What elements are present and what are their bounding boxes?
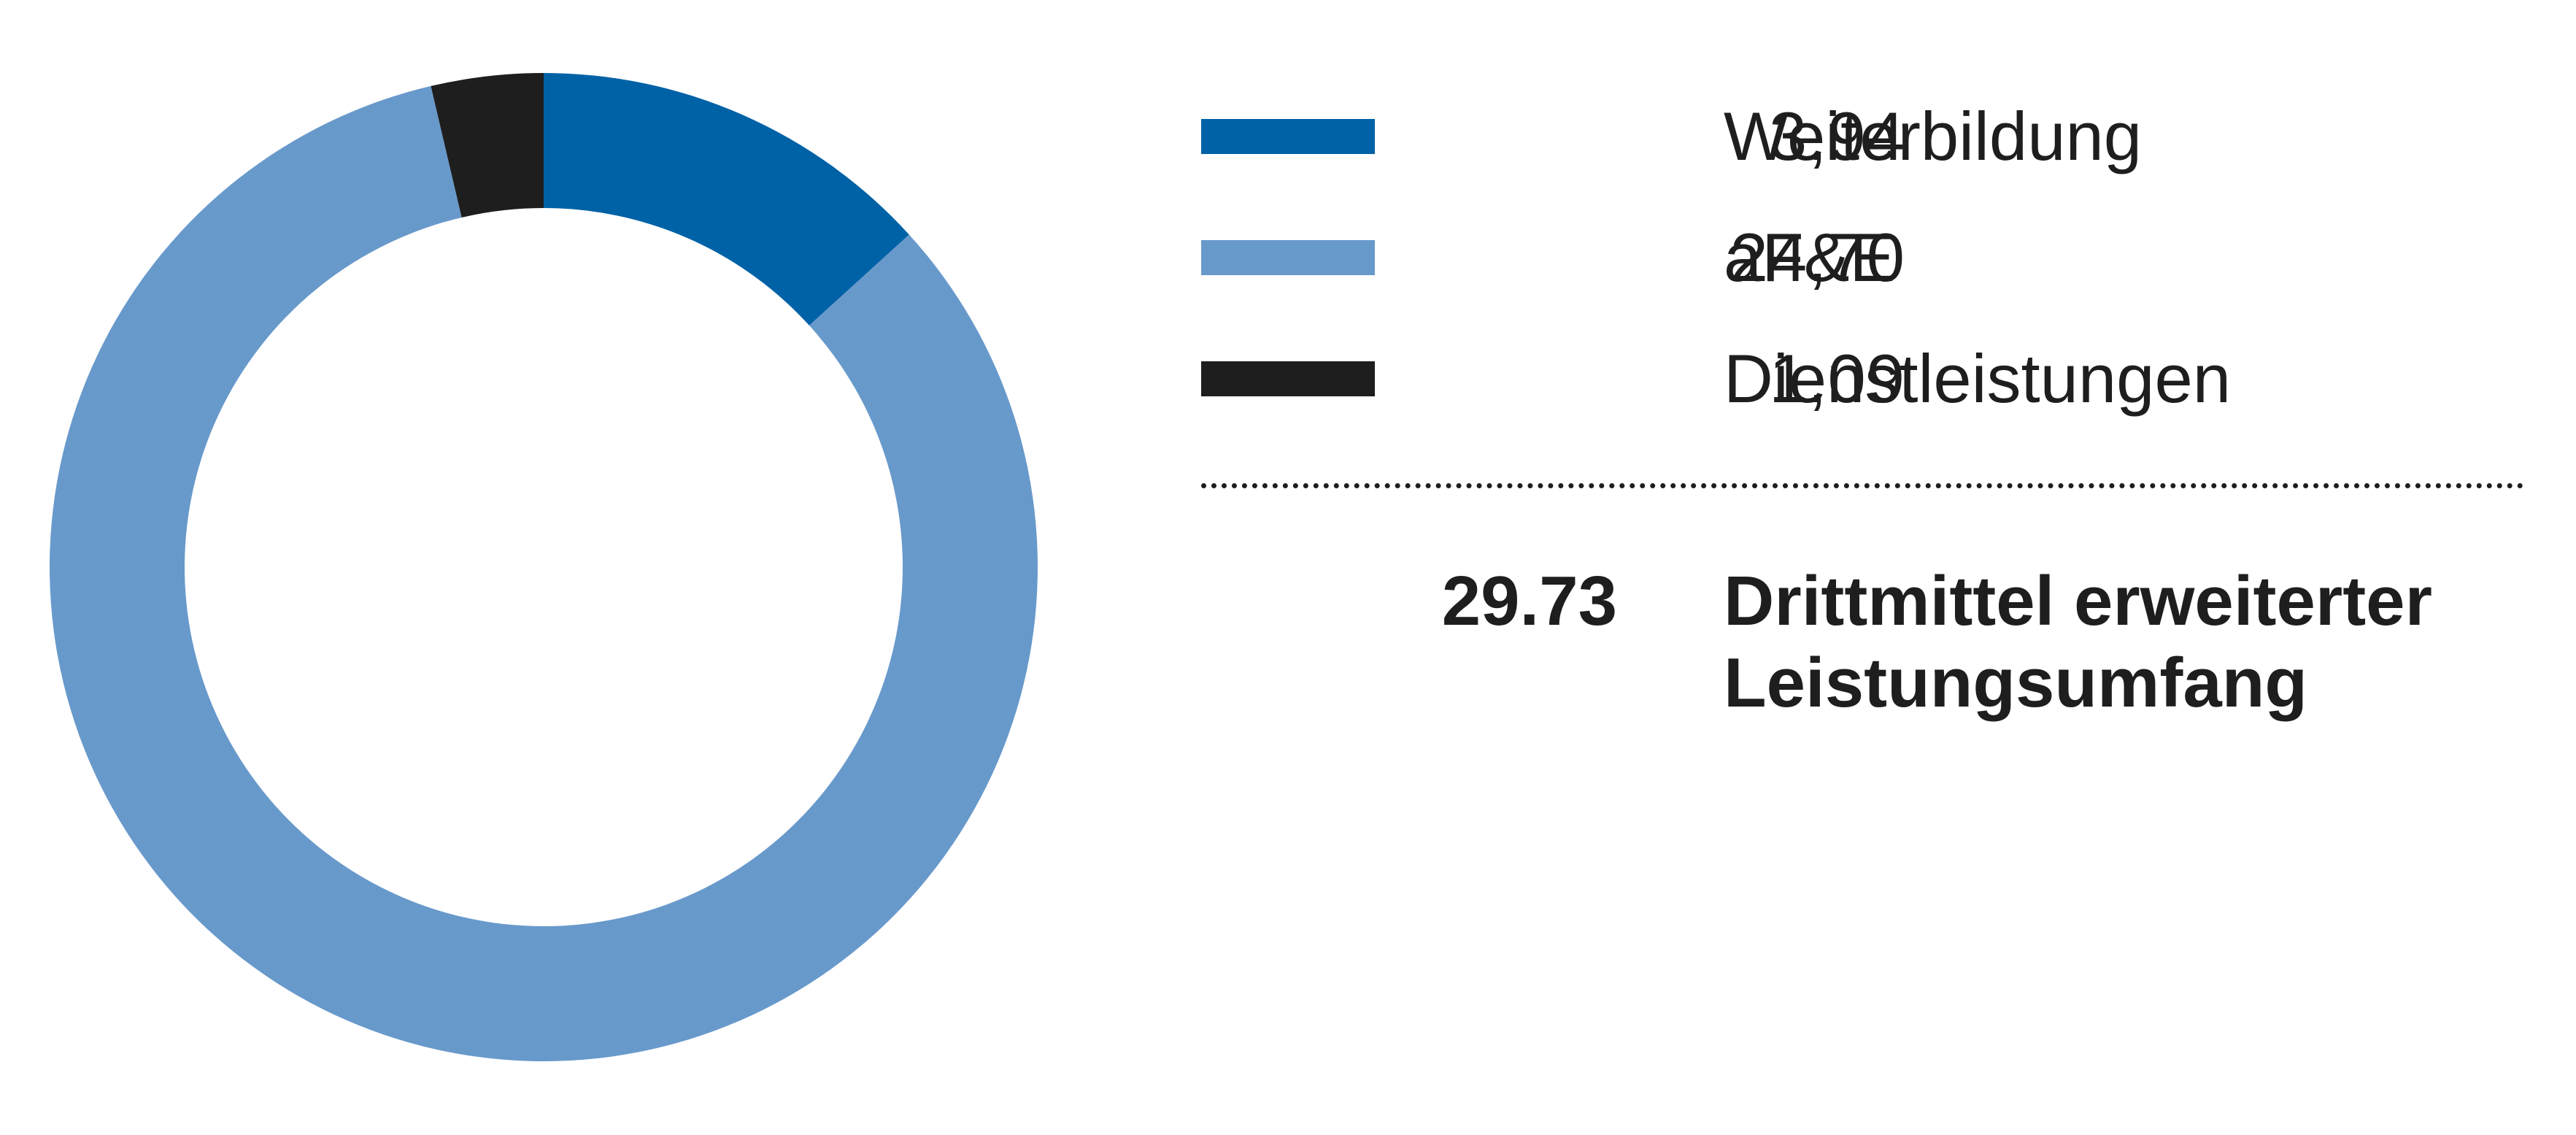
legend-label: aF&E (1724, 219, 1896, 296)
donut-chart (49, 73, 1038, 1062)
legend-swatch (1201, 119, 1375, 154)
total-label-line-1: Drittmittel erweiterter (1724, 562, 2432, 640)
total-label: Drittmittel erweiterter Leistungsumfang (1724, 561, 2432, 724)
legend-swatch (1201, 361, 1375, 396)
total-value: 29.73 (1441, 562, 1617, 640)
donut-slice-weiterbildung (544, 73, 909, 326)
legend-swatch (1201, 240, 1375, 275)
legend-item-weiterbildung: 3,94 Weiterbildung (1201, 93, 2515, 180)
legend-value: 24,70 (1729, 219, 1905, 296)
legend-item-dienstleistungen: 1,09 Dienstleistungen (1201, 335, 2515, 423)
legend-item-afe: 24,70 aF&E (1201, 214, 2515, 301)
dotted-divider (1201, 483, 2523, 488)
legend-value: 3,94 (1769, 98, 1905, 174)
total-label-line-2: Leistungsumfang (1724, 644, 2308, 722)
legend-label: Weiterbildung (1724, 98, 2143, 174)
donut-slice-dienstleistungen (431, 73, 544, 218)
legend-label: Dienstleistungen (1724, 340, 2231, 417)
legend-value: 1,09 (1769, 340, 1905, 417)
